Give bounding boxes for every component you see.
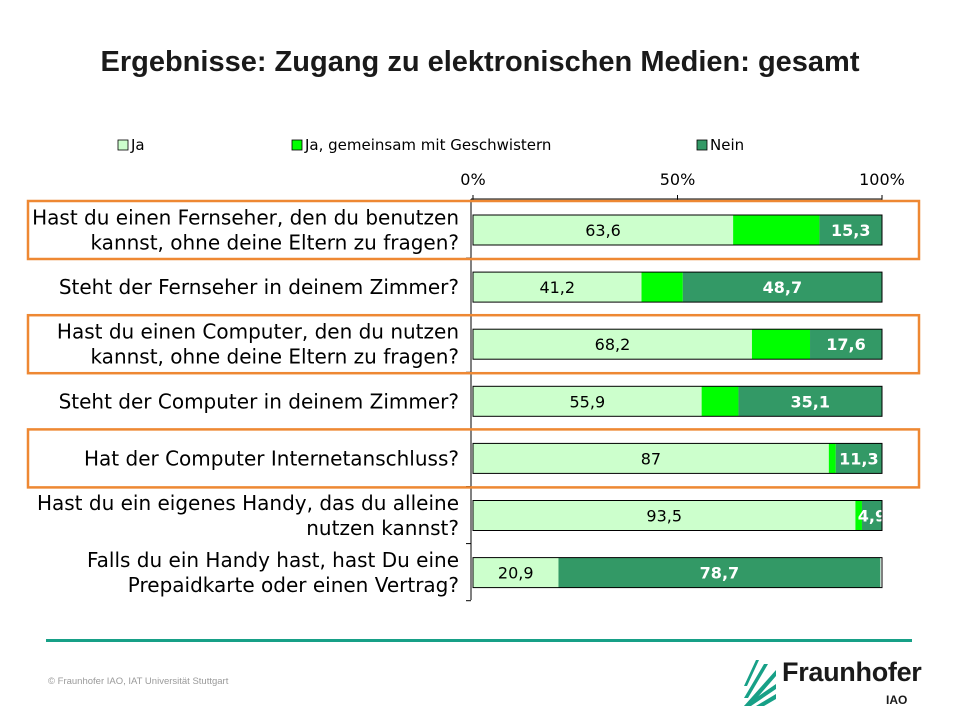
- bars: 63,6 15,3 41,2 48,7 68,2 17,6 55,9 35,1 87 11,3 93…: [472, 214, 886, 589]
- value-label: 11,3: [839, 449, 878, 468]
- bar-segment: [473, 329, 752, 360]
- legend-swatch: [291, 139, 303, 151]
- x-axis: 0% 50% 100%: [460, 170, 905, 602]
- page-title: Ergebnisse: Zugang zu elektronischen Med…: [100, 46, 860, 78]
- value-label: 4,9: [858, 507, 886, 526]
- value-label: 68,2: [595, 335, 631, 354]
- category-label: Hast du einen Fernseher, den du benutzen…: [32, 206, 459, 255]
- bar-segment: [733, 215, 820, 245]
- bar-segment: [835, 443, 882, 474]
- category-label: Steht der Computer in deinem Zimmer?: [59, 389, 459, 413]
- brand-name: Fraunhofer: [782, 657, 922, 687]
- highlight-box: [26, 199, 921, 261]
- highlight-box: [26, 313, 921, 375]
- category-label: Hast du einen Computer, den du nutzenkan…: [57, 320, 459, 369]
- category-label: Steht der Fernseher in deinem Zimmer?: [59, 275, 459, 299]
- bar-segment: [751, 329, 811, 360]
- bar-outline: [472, 500, 883, 531]
- value-label: 48,7: [763, 278, 802, 297]
- value-label: 35,1: [790, 392, 829, 411]
- highlight-box: [26, 428, 921, 489]
- copyright-text: © Fraunhofer IAO, IAT Universität Stuttg…: [48, 676, 229, 687]
- legend-item: Nein: [696, 136, 744, 154]
- value-label: 17,6: [826, 335, 865, 354]
- bar-segment: [819, 215, 882, 245]
- bar-segment: [641, 272, 683, 303]
- bar-segment: [473, 443, 829, 474]
- bar-segment: [810, 329, 882, 360]
- bar-segment: [682, 272, 882, 303]
- value-label: 93,5: [646, 507, 682, 526]
- legend-label: Nein: [710, 136, 744, 154]
- category-label-line: nutzen kannst?: [306, 516, 459, 540]
- bar-row: 20,9 78,7: [472, 557, 883, 589]
- bar-segment: [855, 500, 862, 531]
- value-label: 20,9: [498, 564, 534, 583]
- category-label-line: Hast du einen Fernseher, den du benutzen: [32, 206, 459, 230]
- bar-segment: [558, 557, 881, 588]
- legend-item: Ja, gemeinsam mit Geschwistern: [291, 136, 551, 154]
- bar-row: 93,5 4,9: [472, 500, 886, 531]
- bar-outline: [472, 385, 883, 417]
- legend-item: Ja: [117, 136, 145, 154]
- value-label: 41,2: [539, 278, 575, 297]
- legend-swatch: [696, 139, 708, 151]
- bar-row: 55,9 35,1: [472, 385, 883, 417]
- category-labels: Hast du einen Fernseher, den du benutzen…: [32, 206, 459, 598]
- bar-row: 87 11,3: [472, 442, 883, 474]
- category-label: Hast du ein eigenes Handy, das du allein…: [37, 491, 459, 540]
- bar-row: 63,6 15,3: [472, 214, 883, 246]
- bar-segment: [473, 386, 702, 417]
- bar-segment: [701, 386, 739, 417]
- value-label: 78,7: [700, 564, 739, 583]
- bar-outline: [472, 557, 883, 589]
- fraunhofer-logo-icon: [744, 660, 776, 706]
- category-label: Falls du ein Handy hast, hast Du einePre…: [87, 548, 459, 597]
- footer-divider: [46, 639, 912, 642]
- legend-label: Ja: [130, 136, 145, 154]
- legend-label: Ja, gemeinsam mit Geschwistern: [304, 136, 551, 154]
- bar-outline: [472, 214, 883, 246]
- value-label: 55,9: [570, 392, 606, 411]
- bar-row: 68,2 17,6: [472, 328, 883, 360]
- category-label-line: Hast du einen Computer, den du nutzen: [57, 320, 459, 344]
- highlight-boxes: [26, 199, 921, 489]
- x-tick-label: 100%: [859, 170, 905, 189]
- category-label-line: Falls du ein Handy hast, hast Du eine: [87, 548, 459, 572]
- legend-swatch: [117, 139, 129, 151]
- category-label-line: Prepaidkarte oder einen Vertrag?: [128, 573, 459, 597]
- category-label-line: Steht der Fernseher in deinem Zimmer?: [59, 275, 459, 299]
- bar-row: 41,2 48,7: [472, 271, 883, 303]
- value-label: 63,6: [585, 221, 621, 240]
- legend: Ja Ja, gemeinsam mit Geschwistern Nein: [117, 136, 744, 154]
- bar-segment: [828, 443, 836, 474]
- value-label: 87: [641, 449, 661, 468]
- bar-outline: [472, 442, 883, 474]
- category-label-line: Steht der Computer in deinem Zimmer?: [59, 389, 459, 413]
- stacked-bar-chart: Ja Ja, gemeinsam mit Geschwistern Nein 0% 5…: [26, 136, 921, 602]
- brand-subtitle: IAO: [886, 693, 908, 707]
- bar-segment: [473, 215, 734, 245]
- bar-outline: [472, 328, 883, 360]
- category-label-line: Hast du ein eigenes Handy, das du allein…: [37, 491, 459, 515]
- category-label: Hat der Computer Internetanschluss?: [84, 446, 459, 470]
- bar-segment: [473, 272, 642, 303]
- bar-segment: [861, 500, 882, 531]
- category-label-line: kannst, ohne deine Eltern zu fragen?: [90, 345, 459, 369]
- x-tick-label: 50%: [660, 170, 696, 189]
- bar-outline: [472, 271, 883, 303]
- bar-segment: [738, 386, 882, 417]
- category-label-line: kannst, ohne deine Eltern zu fragen?: [90, 231, 459, 255]
- value-label: 15,3: [831, 221, 870, 240]
- category-label-line: Hat der Computer Internetanschluss?: [84, 446, 459, 470]
- x-tick-label: 0%: [460, 170, 485, 189]
- bar-segment: [473, 557, 559, 588]
- bar-segment: [473, 500, 856, 531]
